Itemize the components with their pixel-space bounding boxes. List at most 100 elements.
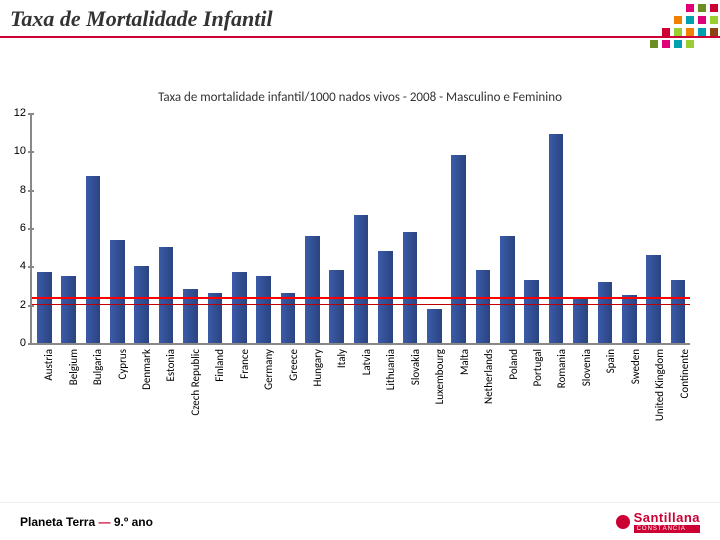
x-label: Portugal — [519, 345, 543, 455]
decor-square — [710, 16, 718, 24]
bar-slot — [56, 276, 80, 343]
bar-slot — [544, 134, 568, 343]
reference-line — [32, 304, 690, 305]
x-label: Spain — [592, 345, 616, 455]
x-label: Luxembourg — [421, 345, 445, 455]
bar — [281, 293, 296, 343]
bar-slot — [398, 232, 422, 343]
bar-slot — [276, 293, 300, 343]
y-tick: 0 — [4, 337, 26, 349]
x-label: Germany — [250, 345, 274, 455]
decor-square — [674, 28, 682, 36]
bar-slot — [422, 309, 446, 344]
bar — [403, 232, 418, 343]
bar — [671, 280, 686, 343]
y-tick: 12 — [4, 107, 26, 119]
bars-container — [32, 115, 690, 343]
bar — [134, 266, 149, 343]
decor-square — [686, 40, 694, 48]
bar — [427, 309, 442, 344]
reference-line — [32, 297, 690, 299]
bar — [37, 272, 52, 343]
bar — [598, 282, 613, 343]
x-label: Austria — [30, 345, 54, 455]
x-label: Finland — [201, 345, 225, 455]
bar — [500, 236, 515, 343]
logo-mark-icon — [616, 515, 630, 529]
x-label: Romania — [543, 345, 567, 455]
bar-slot — [617, 295, 641, 343]
bar-slot — [349, 215, 373, 343]
bar-slot — [446, 155, 470, 343]
footer-text: Planeta Terra — 9.º ano — [20, 515, 153, 529]
bar — [476, 270, 491, 343]
bar-slot — [251, 276, 275, 343]
bar — [208, 293, 223, 343]
x-label: Belgium — [54, 345, 78, 455]
x-label: Denmark — [128, 345, 152, 455]
footer-book: Planeta Terra — [20, 515, 95, 529]
decor-square — [686, 28, 694, 36]
decor-square — [662, 28, 670, 36]
bar-slot — [666, 280, 690, 343]
y-tick: 6 — [4, 222, 26, 234]
bar — [549, 134, 564, 343]
bar-slot — [227, 272, 251, 343]
chart-plot-area: 024681012 — [30, 115, 690, 345]
bar — [61, 276, 76, 343]
bar — [354, 215, 369, 343]
x-label: Malta — [445, 345, 469, 455]
decor-square — [650, 40, 658, 48]
decor-square — [710, 4, 718, 12]
publisher-logo: Santillana CONSTÂNCIA — [616, 510, 700, 533]
x-label: Lithuania — [372, 345, 396, 455]
x-label: Slovenia — [568, 345, 592, 455]
bar-slot — [495, 236, 519, 343]
decor-square — [674, 16, 682, 24]
footer-dash: — — [99, 515, 111, 529]
bar — [110, 240, 125, 344]
bar — [622, 295, 637, 343]
chart-container: Taxa de mortalidade infantil/1000 nados … — [30, 90, 690, 470]
bar — [305, 236, 320, 343]
decor-square — [686, 4, 694, 12]
bar — [524, 280, 539, 343]
x-label: Bulgaria — [79, 345, 103, 455]
bar-slot — [641, 255, 665, 343]
y-tick: 2 — [4, 299, 26, 311]
bar-slot — [32, 272, 56, 343]
logo-subtext: CONSTÂNCIA — [634, 525, 700, 533]
x-label: Estonia — [152, 345, 176, 455]
footer: Planeta Terra — 9.º ano Santillana CONST… — [0, 502, 720, 540]
x-label: Greece — [274, 345, 298, 455]
bar-slot — [520, 280, 544, 343]
slide-title-text: Taxa de Mortalidade Infantil — [10, 6, 273, 31]
bar — [256, 276, 271, 343]
decor-square — [662, 40, 670, 48]
decor-square — [710, 28, 718, 36]
x-label: Cyprus — [103, 345, 127, 455]
x-label: Hungary — [299, 345, 323, 455]
decor-square — [674, 40, 682, 48]
bar — [646, 255, 661, 343]
decor-square — [698, 16, 706, 24]
x-label: Sweden — [617, 345, 641, 455]
bar-slot — [105, 240, 129, 344]
x-label: Slovakia — [397, 345, 421, 455]
decor-square — [698, 4, 706, 12]
bar-slot — [81, 176, 105, 343]
x-label: Italy — [323, 345, 347, 455]
bar-slot — [203, 293, 227, 343]
bar-slot — [471, 270, 495, 343]
bar-slot — [130, 266, 154, 343]
decor-square — [698, 28, 706, 36]
bar-slot — [593, 282, 617, 343]
x-axis-labels: AustriaBelgiumBulgariaCyprusDenmarkEston… — [30, 345, 690, 455]
bar — [232, 272, 247, 343]
corner-decoration — [570, 0, 720, 60]
x-label: Czech Republic — [177, 345, 201, 455]
x-label: Poland — [494, 345, 518, 455]
x-label: United Kingdom — [641, 345, 665, 455]
x-label: Latvia — [348, 345, 372, 455]
chart-title: Taxa de mortalidade infantil/1000 nados … — [30, 90, 690, 105]
